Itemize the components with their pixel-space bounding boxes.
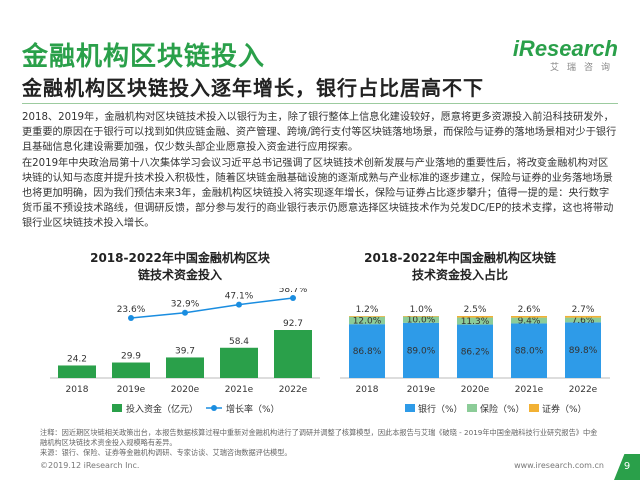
segment-securities-2019e — [403, 316, 439, 317]
bar-2020e — [166, 357, 204, 378]
bar-2018 — [58, 365, 96, 378]
bar-label-2020e: 39.7 — [175, 346, 195, 356]
page-title: 金融机构区块链投入 — [22, 42, 266, 72]
growth-point-2020e — [182, 309, 188, 316]
growth-point-2019e — [128, 315, 134, 321]
logo-subtitle: 艾瑞咨询 — [549, 63, 618, 73]
segment-label-0-2020e: 86.2% — [461, 347, 490, 357]
body-paragraph-1: 2018、2019年，金融机构对区块链技术投入以银行为主，除了银行整体上信息化建… — [22, 112, 617, 154]
segment-label-0-2022e: 89.8% — [569, 346, 598, 356]
title-divider — [22, 103, 618, 104]
segment-securities-2020e — [457, 316, 493, 318]
investment-chart: 24.2 2018 29.9 2019e 39.7 2020e 58.4 2021e 92.7 2… — [50, 288, 320, 415]
segment-label-2-2019e: 1.0% — [410, 305, 433, 315]
segment-insurance-2020e — [457, 317, 493, 325]
legend-label-investment: 投入资金（亿元） — [126, 403, 198, 415]
iresearch-logo: iResearch 艾瑞咨询 — [513, 36, 618, 73]
segment-label-2-2020e: 2.5% — [464, 305, 487, 315]
x-tick-2021e: 2021e — [225, 385, 254, 395]
legend-marker-growth — [211, 405, 217, 411]
segment-bank-2018 — [349, 324, 385, 378]
copyright: ©2019.12 iResearch Inc. — [40, 461, 140, 470]
growth-label-2022e: 58.7% — [279, 288, 308, 295]
segment-insurance-2021e — [511, 317, 547, 324]
growth-point-2022e — [290, 295, 296, 301]
segment-securities-2021e — [511, 316, 547, 318]
segment-insurance-2022e — [565, 317, 601, 323]
source-text: 来源：银行、保险、证券等金融机构调研、专家访谈、艾瑞咨询数据评估模型。 — [40, 448, 292, 457]
segment-bank-2020e — [457, 324, 493, 378]
notes: 注释：因近期区块链相关政策出台，本报告数据核算过程中重新对金融机构进行了调研并调… — [40, 428, 600, 458]
footer: ©2019.12 iResearch Inc. www.iresearch.co… — [0, 454, 640, 480]
body-text: 2018、2019年，金融机构对区块链技术投入以银行为主，除了银行整体上信息化建… — [22, 110, 618, 232]
body-paragraph-2: 在2019年中央政治局第十八次集体学习会议习近平总书记强调了区块链技术创新发展与… — [22, 157, 614, 230]
segment-label-2-2021e: 2.6% — [518, 305, 541, 315]
bar-label-2021e: 58.4 — [229, 337, 249, 347]
legend-swatch-bank — [405, 404, 415, 412]
segment-label-1-2018: 12.0% — [353, 316, 382, 326]
segment-label-1-2020e: 11.3% — [461, 317, 490, 327]
website-link[interactable]: www.iresearch.com.cn — [514, 461, 604, 470]
x-tick-2020e: 2020e — [171, 385, 200, 395]
share-chart: 86.8% 12.0%1.2% 2018 89.0% 10.0%1.0% 2019e 86.… — [340, 305, 610, 415]
legend-swatch-investment — [112, 404, 122, 412]
segment-bank-2022e — [565, 322, 601, 378]
bar-label-2022e: 92.7 — [283, 319, 303, 329]
segment-bank-2021e — [511, 323, 547, 378]
x-tick-2018: 2018 — [66, 385, 89, 395]
legend-label-securities: 证券（%） — [542, 403, 587, 415]
legend-label-growth: 增长率（%） — [226, 403, 280, 415]
x-tick-2021e: 2021e — [515, 385, 544, 395]
note-text: 注释：因近期区块链相关政策出台，本报告数据核算过程中重新对金融机构进行了调研并调… — [40, 428, 598, 447]
x-tick-2019e: 2019e — [407, 385, 436, 395]
growth-point-2021e — [236, 301, 242, 308]
segment-label-1-2021e: 9.4% — [518, 317, 541, 327]
chart2-title: 2018-2022年中国金融机构区块链技术资金投入占比 — [364, 251, 556, 282]
segment-label-2-2018: 1.2% — [356, 305, 379, 315]
segment-label-0-2019e: 89.0% — [407, 346, 436, 356]
chart1-title: 2018-2022年中国金融机构区块链技术资金投入 — [90, 251, 270, 282]
bar-label-2019e: 29.9 — [121, 352, 141, 362]
page-number: 9 — [614, 454, 640, 480]
bar-label-2018: 24.2 — [67, 354, 87, 364]
bar-2019e — [112, 362, 150, 378]
legend-label-bank: 银行（%） — [418, 403, 463, 415]
segment-insurance-2018 — [349, 316, 385, 325]
growth-label-2020e: 32.9% — [171, 300, 200, 310]
bar-2022e — [274, 330, 312, 378]
growth-label-2021e: 47.1% — [225, 292, 254, 302]
legend-label-insurance: 保险（%） — [480, 403, 525, 415]
segment-label-2-2022e: 2.7% — [572, 305, 595, 315]
segment-label-1-2019e: 10.0% — [407, 316, 436, 326]
page-subtitle: 金融机构区块链投入逐年增长，银行占比居高不下 — [22, 76, 484, 100]
segment-label-0-2018: 86.8% — [353, 347, 382, 357]
x-tick-2022e: 2022e — [279, 385, 308, 395]
legend-swatch-insurance — [467, 404, 477, 412]
segment-securities-2022e — [565, 315, 601, 318]
logo-brand: iResearch — [512, 36, 618, 61]
segment-bank-2019e — [403, 322, 439, 378]
segment-insurance-2019e — [403, 316, 439, 323]
segment-label-0-2021e: 88.0% — [515, 347, 544, 357]
bar-2021e — [220, 347, 258, 378]
x-tick-2020e: 2020e — [461, 385, 490, 395]
x-tick-2019e: 2019e — [117, 385, 146, 395]
segment-securities-2018 — [349, 316, 385, 317]
growth-line — [130, 297, 294, 319]
segment-label-1-2022e: 7.6% — [572, 316, 595, 326]
growth-label-2019e: 23.6% — [117, 305, 146, 315]
x-tick-2018: 2018 — [356, 385, 379, 395]
legend-swatch-securities — [529, 404, 539, 412]
x-tick-2022e: 2022e — [569, 385, 598, 395]
